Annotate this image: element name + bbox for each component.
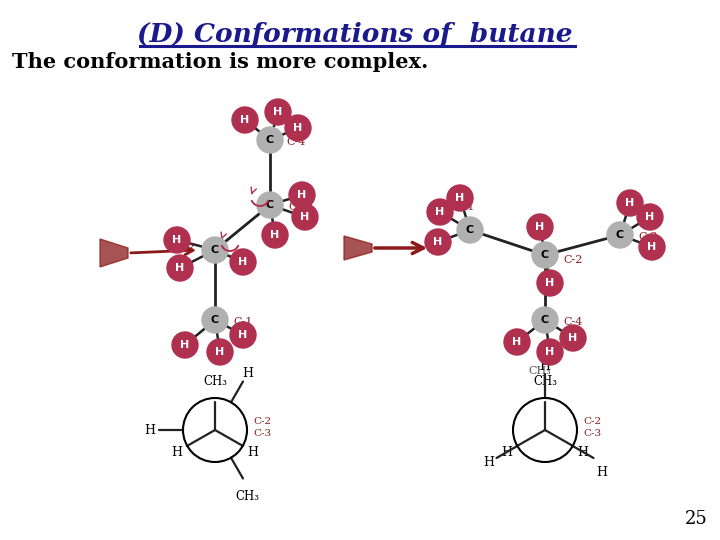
Text: H: H bbox=[545, 347, 554, 357]
Text: H: H bbox=[215, 347, 225, 357]
Circle shape bbox=[202, 237, 228, 263]
Text: H: H bbox=[595, 467, 607, 480]
Circle shape bbox=[457, 217, 483, 243]
Circle shape bbox=[617, 190, 643, 216]
Text: C: C bbox=[616, 230, 624, 240]
Text: H: H bbox=[577, 446, 588, 458]
Text: C: C bbox=[541, 250, 549, 260]
Text: H: H bbox=[238, 330, 248, 340]
Text: CH₃: CH₃ bbox=[235, 490, 259, 503]
Text: C-2: C-2 bbox=[176, 243, 195, 253]
Circle shape bbox=[230, 322, 256, 348]
Text: H: H bbox=[172, 235, 181, 245]
Circle shape bbox=[265, 99, 291, 125]
Text: H: H bbox=[545, 278, 554, 288]
Text: C-2: C-2 bbox=[563, 255, 582, 265]
Text: H: H bbox=[242, 367, 253, 380]
Text: The conformation is more complex.: The conformation is more complex. bbox=[12, 52, 428, 72]
Circle shape bbox=[637, 204, 663, 230]
Text: C: C bbox=[466, 225, 474, 235]
Text: H: H bbox=[293, 123, 302, 133]
Circle shape bbox=[504, 329, 530, 355]
Text: H: H bbox=[568, 333, 577, 343]
Text: CH₃: CH₃ bbox=[533, 375, 557, 388]
Circle shape bbox=[447, 185, 473, 211]
Circle shape bbox=[262, 222, 288, 248]
Circle shape bbox=[427, 199, 453, 225]
Text: H: H bbox=[539, 361, 551, 374]
Text: H: H bbox=[176, 263, 184, 273]
Circle shape bbox=[532, 307, 558, 333]
Circle shape bbox=[202, 307, 228, 333]
Text: H: H bbox=[297, 190, 307, 200]
Text: CH₃: CH₃ bbox=[203, 375, 227, 388]
Text: H: H bbox=[248, 446, 258, 458]
Circle shape bbox=[527, 214, 553, 240]
Text: H: H bbox=[240, 115, 250, 125]
Polygon shape bbox=[344, 236, 372, 260]
Circle shape bbox=[257, 192, 283, 218]
Text: C-1: C-1 bbox=[233, 317, 253, 327]
Circle shape bbox=[532, 242, 558, 268]
Circle shape bbox=[607, 222, 633, 248]
Circle shape bbox=[207, 339, 233, 365]
Text: C-3: C-3 bbox=[583, 429, 601, 438]
Circle shape bbox=[639, 234, 665, 260]
Text: C-4: C-4 bbox=[286, 137, 305, 147]
Text: C-2: C-2 bbox=[253, 417, 271, 426]
Circle shape bbox=[285, 115, 311, 141]
Circle shape bbox=[167, 255, 193, 281]
Text: H: H bbox=[145, 423, 156, 436]
Text: H: H bbox=[536, 222, 544, 232]
Circle shape bbox=[172, 332, 198, 358]
Text: H: H bbox=[271, 230, 279, 240]
Text: C-3: C-3 bbox=[288, 202, 307, 212]
Text: C-3: C-3 bbox=[638, 232, 657, 242]
Text: H: H bbox=[502, 446, 513, 458]
Text: C: C bbox=[266, 200, 274, 210]
Text: C: C bbox=[211, 245, 219, 255]
Text: C-3: C-3 bbox=[253, 429, 271, 438]
Text: C: C bbox=[541, 315, 549, 325]
Circle shape bbox=[289, 182, 315, 208]
Circle shape bbox=[232, 107, 258, 133]
Text: H: H bbox=[181, 340, 189, 350]
Text: H: H bbox=[433, 237, 443, 247]
Circle shape bbox=[537, 339, 563, 365]
Text: C-4: C-4 bbox=[563, 317, 582, 327]
Text: H: H bbox=[645, 212, 654, 222]
Circle shape bbox=[425, 229, 451, 255]
Text: C-2: C-2 bbox=[583, 417, 601, 426]
Text: H: H bbox=[626, 198, 634, 208]
Circle shape bbox=[230, 249, 256, 275]
Text: C: C bbox=[211, 315, 219, 325]
Polygon shape bbox=[100, 239, 128, 267]
Circle shape bbox=[560, 325, 586, 351]
Text: H: H bbox=[455, 193, 464, 203]
Text: C-1: C-1 bbox=[455, 202, 474, 212]
Circle shape bbox=[257, 127, 283, 153]
Circle shape bbox=[164, 227, 190, 253]
Text: CH₃: CH₃ bbox=[528, 366, 552, 376]
Text: H: H bbox=[274, 107, 283, 117]
Text: H: H bbox=[436, 207, 445, 217]
Text: (D) Conformations of  butane: (D) Conformations of butane bbox=[138, 22, 572, 47]
Text: 25: 25 bbox=[685, 510, 708, 528]
Text: H: H bbox=[483, 456, 494, 469]
Text: H: H bbox=[171, 446, 182, 458]
Text: H: H bbox=[513, 337, 521, 347]
Circle shape bbox=[292, 204, 318, 230]
Text: H: H bbox=[238, 257, 248, 267]
Text: H: H bbox=[300, 212, 310, 222]
Circle shape bbox=[537, 270, 563, 296]
Text: C: C bbox=[266, 135, 274, 145]
Text: H: H bbox=[647, 242, 657, 252]
